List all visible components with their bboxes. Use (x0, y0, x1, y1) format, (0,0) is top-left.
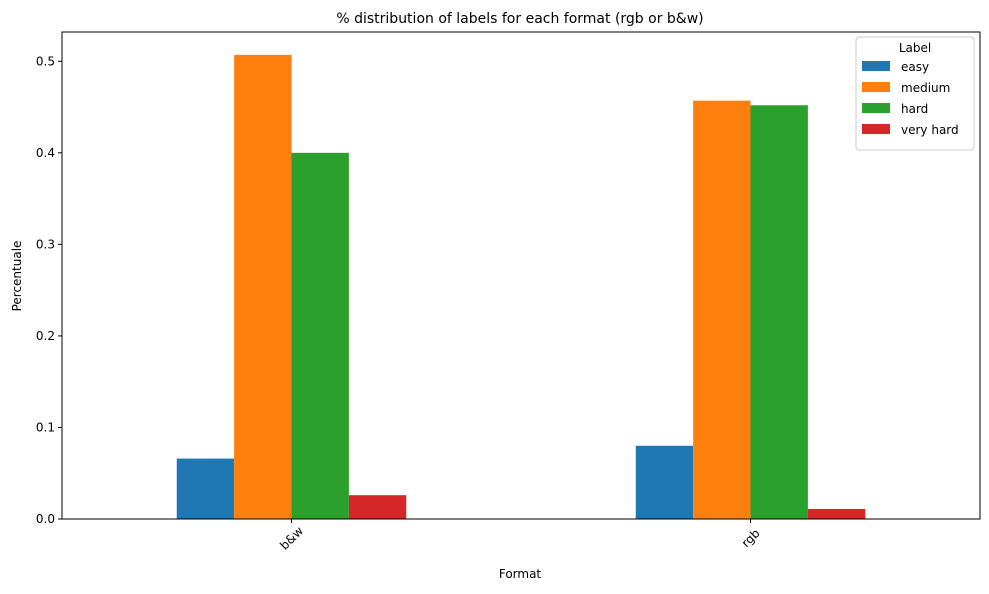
y-tick-label: 0.3 (36, 237, 55, 251)
plot-area (61, 31, 981, 520)
legend-label: medium (901, 81, 950, 95)
y-tick-label: 0.0 (36, 512, 55, 526)
bar-medium-bw (234, 54, 292, 519)
legend-swatch (862, 103, 890, 113)
y-axis-label: Percentuale (10, 241, 24, 312)
legend-swatch (862, 82, 890, 92)
bar-hard-rgb (750, 105, 808, 519)
bar-hard-bw (291, 152, 349, 519)
x-tick-label: rgb (739, 526, 763, 550)
bar-easy-rgb (635, 445, 694, 519)
bar-very-hard-rgb (807, 508, 866, 519)
y-tick-label: 0.4 (36, 146, 55, 160)
y-axis: 0.0 0.1 0.2 0.3 0.4 0.5 (36, 54, 62, 526)
legend-swatch (862, 61, 890, 71)
plot-frame (61, 31, 981, 520)
legend: Label easy medium hard very hard (855, 36, 975, 151)
bar-very-hard-bw (348, 495, 407, 519)
chart-title: % distribution of labels for each format… (336, 11, 703, 27)
x-axis: b&w rgb (277, 519, 763, 553)
legend-label: hard (901, 102, 928, 116)
x-tick-label: b&w (277, 524, 306, 553)
y-tick-label: 0.5 (36, 54, 55, 68)
legend-label: very hard (901, 123, 959, 137)
legend-swatch (862, 124, 890, 134)
legend-title: Label (899, 41, 931, 55)
x-axis-label: Format (499, 567, 542, 581)
y-tick-label: 0.1 (36, 420, 55, 434)
legend-label: easy (901, 60, 929, 74)
bar-medium-rgb (693, 100, 751, 519)
bar-easy-bw (176, 458, 235, 519)
y-tick-label: 0.2 (36, 329, 55, 343)
